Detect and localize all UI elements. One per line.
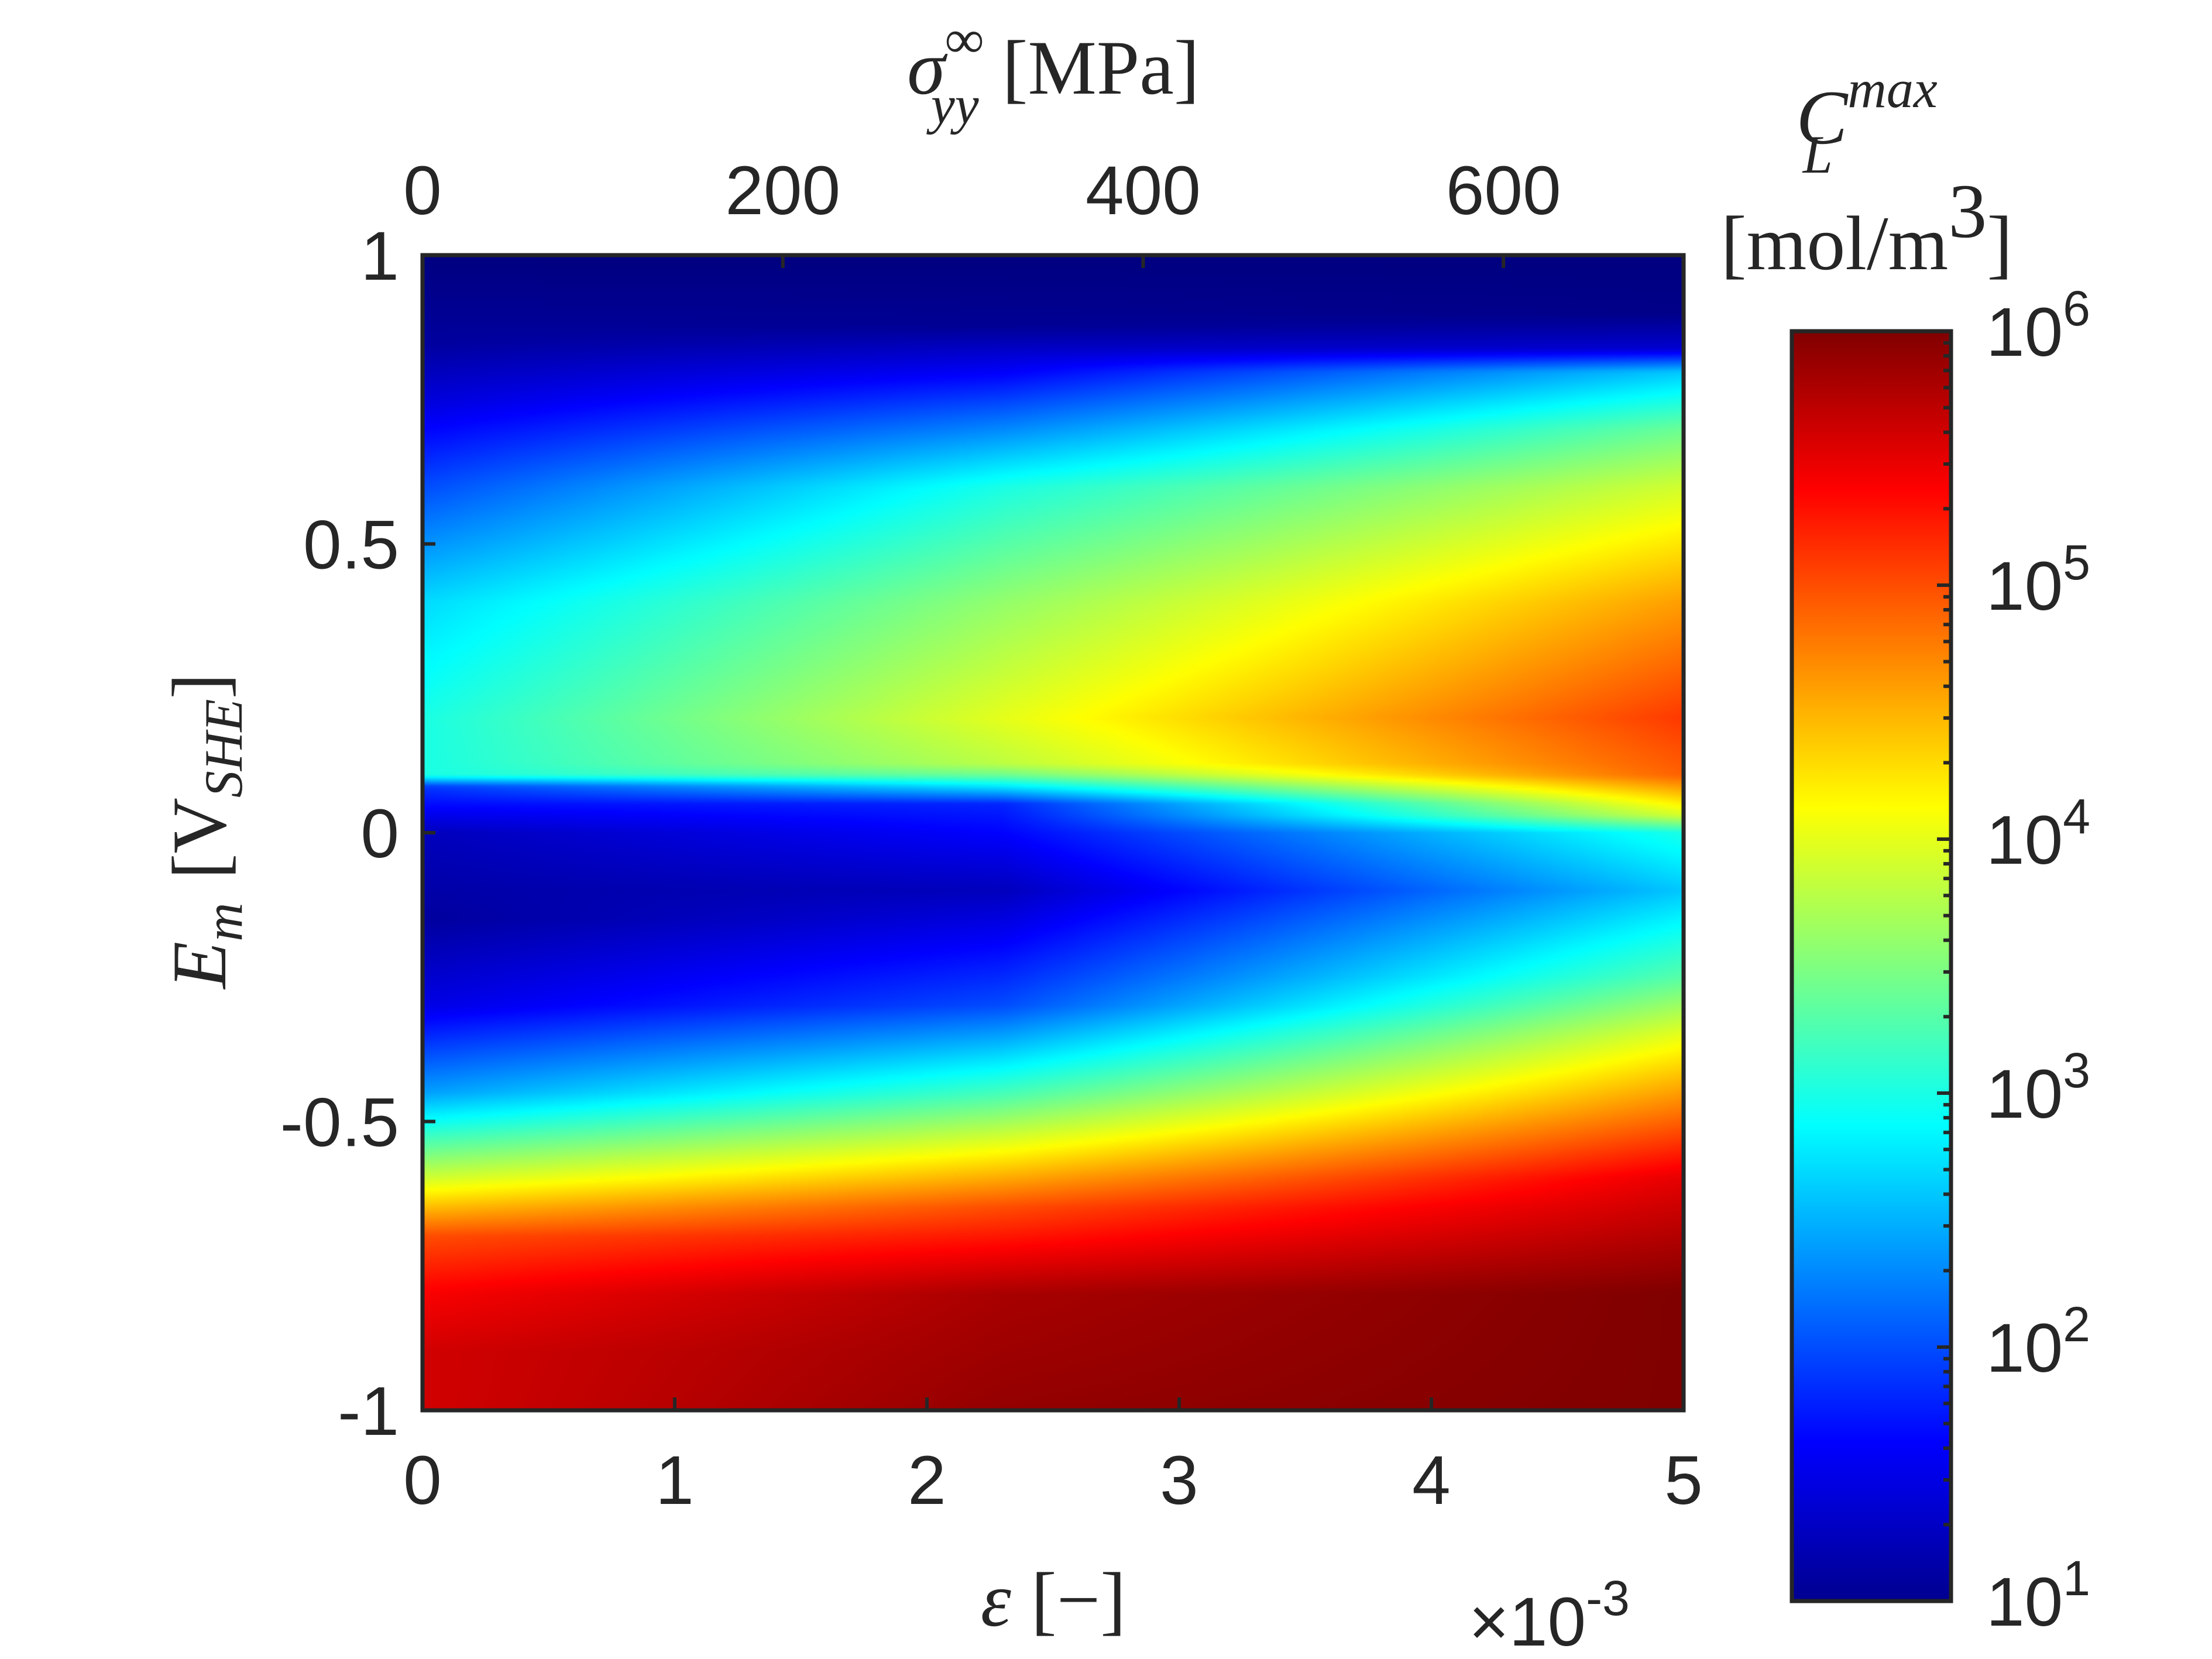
x-tick-label: 4 <box>1412 1442 1451 1519</box>
x2-tick-label: 200 <box>725 152 840 229</box>
x2-tick-label: 0 <box>403 152 442 229</box>
x-tick-label: 0 <box>403 1442 442 1519</box>
x2-tick-label: 400 <box>1086 152 1201 229</box>
colorbar-ticks: 101 102 103 104 105 106 <box>1937 281 2090 1641</box>
colorbar-tick-label: 101 <box>1986 1551 2090 1641</box>
y-tick-label: 0 <box>360 795 399 873</box>
left-axis-ticks: -1 -0.5 0 0.5 1 <box>280 218 435 1450</box>
x-tick-label: 3 <box>1160 1442 1198 1519</box>
colorbar-title: Cmax L <box>1796 59 1937 184</box>
y-tick-label: -1 <box>338 1373 399 1450</box>
plot-area <box>420 253 1686 1413</box>
x2-tick-label: 600 <box>1446 152 1561 229</box>
colorbar-gradient <box>1792 331 1951 1601</box>
colorbar-tick-label: 103 <box>1986 1043 2090 1133</box>
x-exponent-label: ×10-3 <box>1469 1571 1630 1659</box>
colorbar-tick-label: 102 <box>1986 1297 2090 1387</box>
x-axis-title: ε [−] <box>981 1557 1126 1643</box>
top-axis-title: σ∞ yy [MPa] <box>907 9 1200 135</box>
colorbar-tick-label: 105 <box>1986 535 2090 625</box>
colorbar-tick-label: 106 <box>1986 281 2090 371</box>
y-axis-title: Em[VSHE] <box>156 674 253 990</box>
colorbar-tick-label: 104 <box>1986 789 2090 879</box>
x-tick-label: 5 <box>1664 1442 1703 1519</box>
colorbar-unit: [mol/m3] <box>1721 168 2013 286</box>
top-axis-ticks: 0 200 400 600 <box>403 152 1561 268</box>
colorbar: 101 102 103 104 105 106 <box>1789 281 2090 1641</box>
y-tick-label: 1 <box>360 218 399 295</box>
y-tick-label: 0.5 <box>303 507 399 584</box>
heatmap-image <box>423 255 1684 1410</box>
bottom-axis-ticks: 0 1 2 3 4 5 <box>403 1397 1703 1519</box>
colorbar-frame <box>1789 329 1953 1603</box>
x-tick-label: 1 <box>655 1442 694 1519</box>
x-tick-label: 2 <box>908 1442 946 1519</box>
y-tick-label: -0.5 <box>280 1084 399 1162</box>
